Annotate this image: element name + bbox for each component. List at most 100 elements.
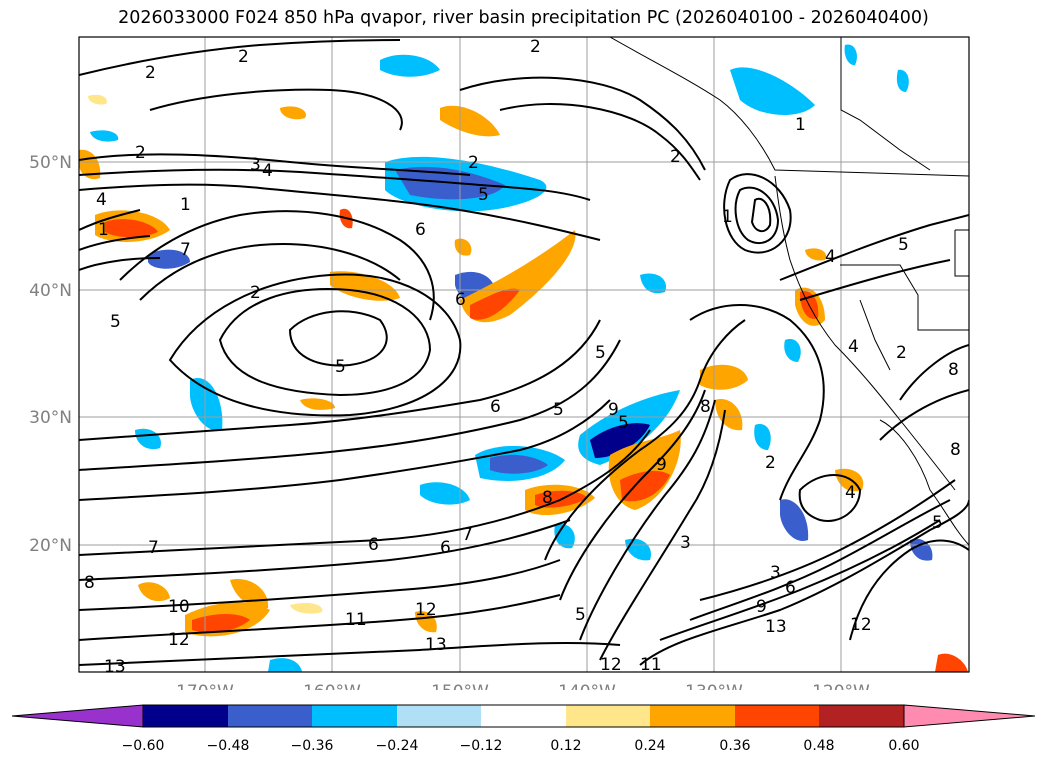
- neg-area: [780, 499, 809, 541]
- contour-label: 11: [640, 655, 662, 675]
- contour-label: 6: [785, 578, 796, 598]
- neg-area: [910, 538, 933, 561]
- colorbar-swatch: [397, 705, 481, 727]
- neg-area: [135, 428, 161, 450]
- contour-label: 5: [478, 185, 489, 205]
- neg-area: [754, 424, 771, 450]
- pos-area: [88, 94, 107, 105]
- colorbar-tick: 0.36: [719, 738, 750, 754]
- colorbar-swatches: [11, 704, 1036, 728]
- pos-area: [454, 238, 472, 256]
- contour-label: 8: [84, 573, 95, 593]
- colorbar-tick: −0.60: [122, 738, 165, 754]
- contour-label: 5: [618, 413, 629, 433]
- neg-area: [380, 54, 440, 77]
- colorbar-swatch: [228, 705, 312, 727]
- colorbar-tick: −0.36: [291, 738, 334, 754]
- contour-label: 9: [656, 455, 667, 475]
- contour-label: 11: [345, 610, 367, 630]
- neg-area: [148, 249, 190, 269]
- neg-area: [268, 658, 302, 672]
- contour-label: 4: [262, 161, 273, 181]
- contour-label: 2: [468, 153, 479, 173]
- contour-label: 3: [770, 563, 781, 583]
- contour-label: 2: [765, 453, 776, 473]
- contour-label: 9: [608, 400, 619, 420]
- neg-area: [640, 273, 666, 294]
- contour-label: 9: [756, 597, 767, 617]
- contour-label: 7: [180, 240, 191, 260]
- colorbar-swatch: [143, 705, 228, 727]
- contour-label: 4: [825, 247, 836, 267]
- neg-area: [625, 538, 651, 561]
- colorbar-swatch: [481, 705, 566, 727]
- lat-label: 30°N: [29, 408, 72, 428]
- contour-label: 4: [96, 190, 107, 210]
- pos-area: [935, 653, 968, 672]
- contour-label: 4: [845, 483, 856, 503]
- contour-label: 12: [415, 600, 437, 620]
- lat-label: 40°N: [29, 281, 72, 301]
- contour-label: 2: [530, 37, 541, 57]
- lon-label: 150°W: [431, 682, 489, 690]
- colorbar: −0.60 −0.48 −0.36 −0.24 −0.12 0.12 0.24 …: [11, 704, 1036, 754]
- pos-area: [290, 602, 323, 614]
- contour-label: 1: [722, 207, 733, 227]
- contour-label: 2: [250, 283, 261, 303]
- qvapor-contours: [79, 39, 969, 666]
- colorbar-tick: 0.60: [888, 738, 919, 754]
- contour-label: 2: [135, 143, 146, 163]
- contour-label: 12: [168, 630, 190, 650]
- contour-label: 5: [110, 312, 121, 332]
- colorbar-tick: −0.24: [376, 738, 419, 754]
- colorbar-ticks: −0.60 −0.48 −0.36 −0.24 −0.12 0.12 0.24 …: [122, 738, 920, 754]
- contour-label: 3: [250, 155, 261, 175]
- colorbar-swatch: [566, 705, 650, 727]
- contour-label: 3: [680, 533, 691, 553]
- coastlines: [609, 37, 969, 546]
- colorbar-swatch: [735, 705, 819, 727]
- contour-label: 2: [238, 47, 249, 67]
- contour-label: 2: [670, 147, 681, 167]
- contour-label: 6: [440, 538, 451, 558]
- contour-label: 10: [168, 597, 190, 617]
- lat-label: 20°N: [29, 536, 72, 556]
- map-title: 2026033000 F024 850 hPa qvapor, river ba…: [118, 8, 929, 28]
- colorbar-swatch: [903, 704, 1036, 728]
- contour-label: 1: [795, 115, 806, 135]
- contour-label: 1: [180, 195, 191, 215]
- neg-area: [90, 130, 119, 142]
- contour-label: 6: [368, 535, 379, 555]
- pos-area: [620, 470, 670, 502]
- contour-label: 13: [104, 657, 126, 677]
- neg-area: [590, 423, 650, 458]
- contour-label: 8: [542, 488, 553, 508]
- pos-area: [470, 288, 520, 320]
- colorbar-swatch: [819, 705, 904, 727]
- colorbar-tick: 0.12: [550, 738, 581, 754]
- colorbar-swatch: [312, 705, 397, 727]
- contour-label: 13: [765, 617, 787, 637]
- pos-area: [330, 271, 400, 301]
- neg-area: [896, 69, 909, 92]
- contour-label: 5: [595, 343, 606, 363]
- contour-label: 8: [950, 440, 961, 460]
- pos-area: [440, 105, 500, 137]
- contour-label: 1: [98, 220, 109, 240]
- contour-label: 6: [415, 220, 426, 240]
- pos-area: [192, 614, 250, 633]
- contour-labels: 2 2 2 2 2 2 1 1 1 1 3 4 4 4 5 5 5 5 6 6 …: [84, 37, 961, 677]
- pos-area: [280, 106, 306, 120]
- colorbar-tick: −0.12: [460, 738, 503, 754]
- pos-area: [715, 399, 743, 431]
- pos-area: [105, 219, 158, 238]
- lon-label: 160°W: [303, 682, 361, 690]
- contour-label: 4: [848, 337, 859, 357]
- contour-label: 5: [575, 605, 586, 625]
- contour-label: 12: [600, 655, 622, 675]
- contour-label: 7: [462, 525, 473, 545]
- neg-area: [730, 67, 815, 116]
- contour-label: 6: [490, 397, 501, 417]
- graticule: [79, 37, 969, 672]
- pos-area: [805, 248, 827, 261]
